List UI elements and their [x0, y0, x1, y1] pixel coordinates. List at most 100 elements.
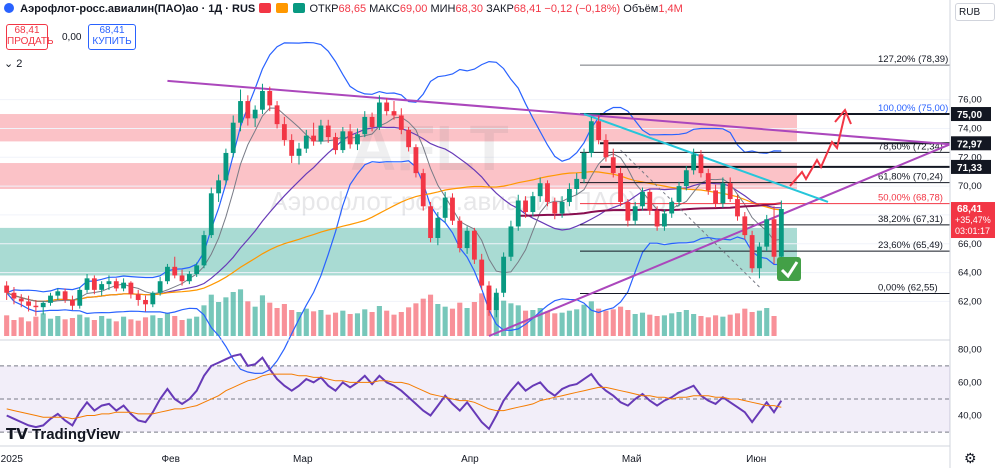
price-label-bg: [951, 107, 991, 122]
volume-bar: [55, 316, 61, 336]
currency-select[interactable]: RUB: [955, 3, 995, 21]
tradingview-logo: 𝗧𝗩 TradingView: [6, 425, 120, 443]
watermark: Аэрофлот-росс.авиалин(ПАО)ао: [270, 186, 666, 216]
symbol-logo-icon: [4, 3, 14, 13]
candle-body: [121, 282, 127, 289]
volume-bar: [544, 311, 551, 336]
candle-body: [99, 284, 105, 290]
candle-body: [647, 191, 653, 211]
green-flag-icon[interactable]: [293, 3, 306, 13]
fib-label-3: 61,80% (70,24): [878, 172, 943, 183]
volume-bar: [47, 318, 54, 336]
volume-bar: [713, 315, 719, 336]
candle-body: [62, 291, 68, 300]
volume-bar: [625, 310, 631, 336]
sell-button[interactable]: 68,41 ПРОДАТЬ: [6, 24, 54, 50]
volume-bar: [449, 308, 456, 336]
candle-body: [355, 134, 360, 145]
volume-bar: [11, 320, 17, 336]
candle-body: [435, 217, 441, 238]
volume-bar: [749, 312, 755, 336]
candle-body: [91, 278, 97, 290]
candle-body: [33, 305, 39, 308]
price-label-bg: [951, 136, 991, 151]
candle-body: [705, 173, 711, 191]
candle-body: [376, 102, 382, 128]
candle-body: [764, 219, 770, 247]
symbol-title[interactable]: Аэрофлот-росс.авиалин(ПАО)ао · 1Д · RUS: [20, 3, 256, 15]
candle-body: [230, 122, 236, 153]
candle-body: [186, 274, 192, 282]
trendline-upper: [167, 79, 951, 146]
volume-value: 1,4M: [658, 3, 683, 15]
buy-button[interactable]: 68,41 КУПИТЬ: [88, 24, 136, 50]
volume-bar: [574, 309, 580, 336]
candle-body: [771, 219, 777, 257]
indicators-toggle[interactable]: ⌄ 2: [4, 57, 22, 70]
volume-bar: [245, 301, 251, 336]
bollinger-lower-line: [6, 160, 782, 375]
volume-bar: [303, 308, 309, 336]
close-label: ЗАКР: [486, 3, 514, 15]
volume-bar: [384, 310, 390, 336]
volume-bar: [406, 307, 412, 336]
last-price-label-bg: [951, 202, 995, 239]
rsi-signal-line: [6, 373, 782, 420]
projection-arrowhead: [834, 108, 852, 125]
fib-label-2: 78,60% (72,34): [878, 141, 943, 152]
price-tick-label: 72,00: [958, 152, 982, 163]
high-label: МАКС: [369, 3, 400, 15]
volume-bar: [332, 312, 339, 336]
orange-flag-icon[interactable]: [276, 3, 289, 13]
volume-bar: [106, 318, 112, 336]
fib-trend-dashed: [620, 149, 760, 288]
fib-label-6: 23,60% (65,49): [878, 240, 943, 251]
volume-bar: [515, 305, 521, 336]
candle-body: [654, 210, 660, 227]
volume-bar: [442, 306, 448, 336]
candle-body: [135, 294, 141, 300]
volume-bar: [186, 318, 192, 336]
candle-body: [698, 154, 704, 174]
candle-body: [669, 201, 675, 214]
candle-body: [420, 173, 426, 207]
change-value: −0,12 (−0,18%): [544, 3, 621, 15]
currency-label: RUB: [959, 7, 981, 18]
volume-bar: [230, 292, 236, 336]
chevron-down-icon[interactable]: ⌄: [4, 58, 17, 70]
volume-bar: [164, 312, 170, 336]
candle-body: [245, 101, 251, 119]
volume-bar: [4, 315, 10, 336]
volume-bar: [296, 312, 302, 336]
volume-bar: [727, 314, 733, 336]
time-axis-label: Апр: [461, 454, 479, 465]
last-price-change: +35,47%: [955, 215, 991, 225]
volume-bar: [369, 312, 375, 336]
gear-icon[interactable]: ⚙: [964, 450, 977, 466]
candle-body: [267, 90, 273, 106]
last-price-label: 68,41: [957, 204, 982, 215]
spread-value: 0,00: [62, 32, 82, 43]
candle-body: [713, 190, 718, 204]
volume-bar: [391, 314, 397, 336]
volume-bar: [289, 310, 295, 336]
volume-bar: [340, 310, 346, 336]
volume-bar: [596, 308, 602, 336]
candle-body: [603, 139, 609, 158]
volume-bar: [771, 316, 777, 336]
candle-body: [347, 131, 353, 145]
rsi-line: [6, 353, 783, 431]
candle-body: [318, 125, 324, 142]
volume-bar: [522, 310, 529, 336]
volume-bar: [632, 314, 638, 336]
candle-body: [106, 281, 112, 285]
candle-body: [625, 201, 631, 221]
candle-body: [450, 197, 455, 221]
volume-bar: [639, 312, 646, 336]
volume-bar: [471, 302, 477, 336]
volume-bar: [705, 317, 711, 336]
volume-bar: [62, 319, 68, 336]
red-flag-icon[interactable]: [259, 3, 272, 13]
volume-bar: [742, 308, 748, 336]
